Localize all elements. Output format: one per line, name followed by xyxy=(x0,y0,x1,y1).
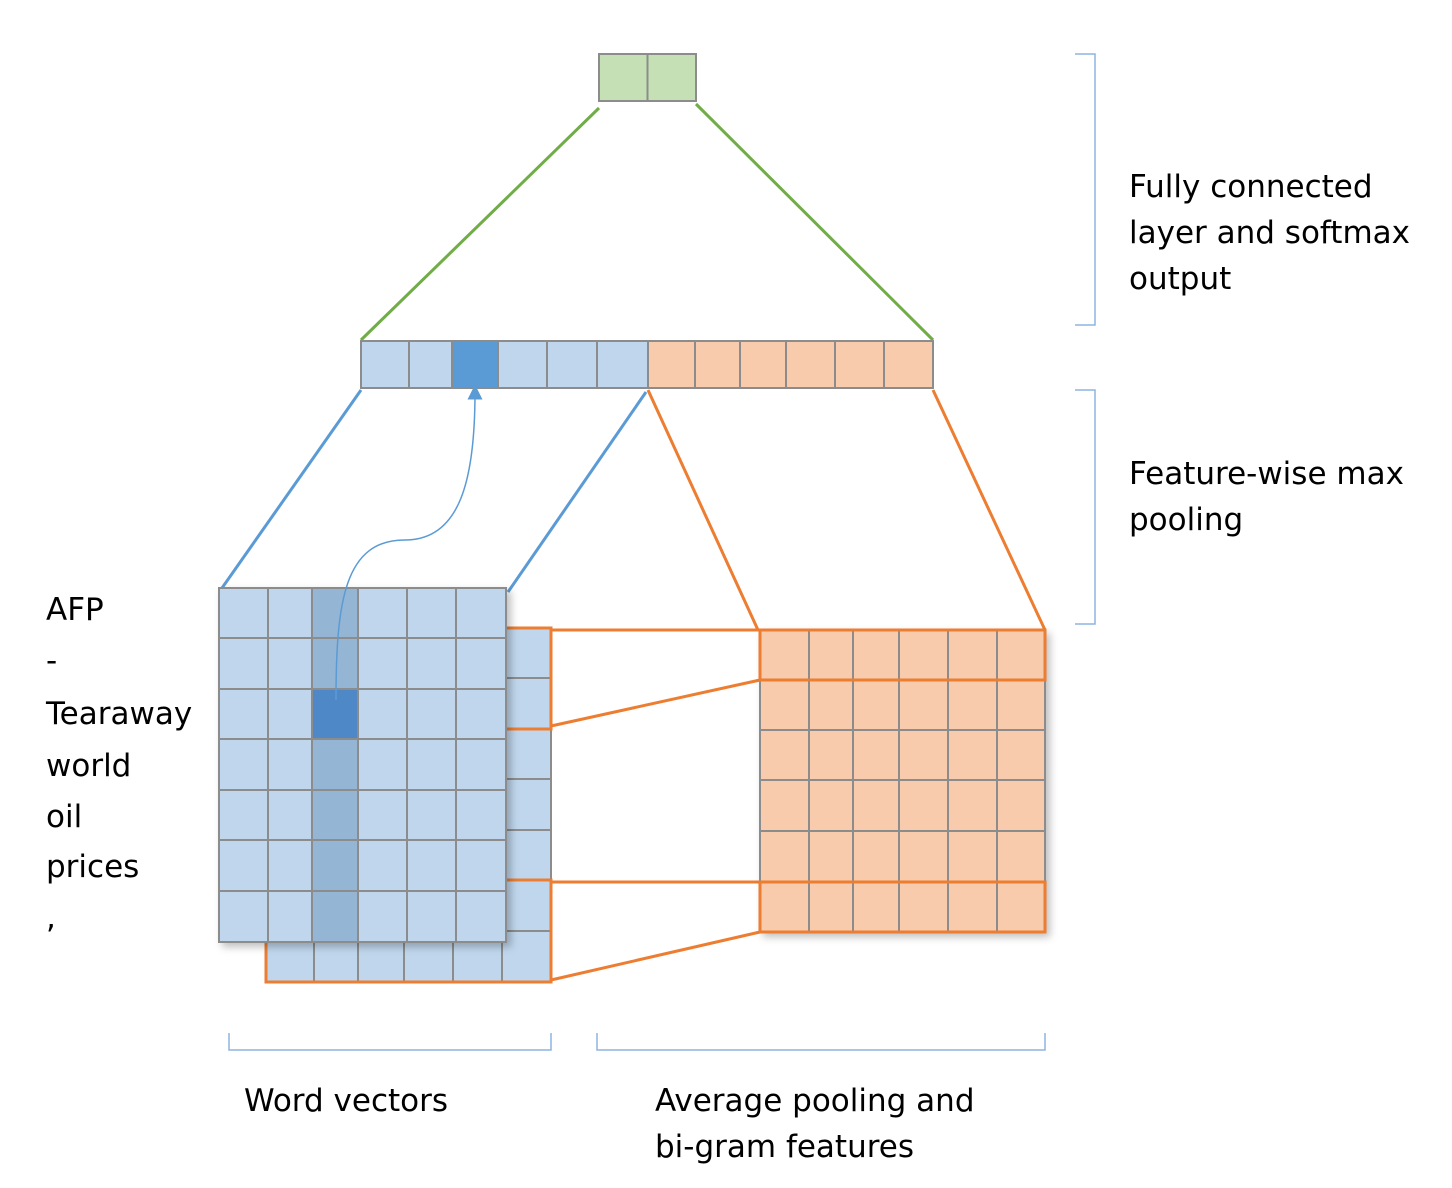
feature-column-highlight xyxy=(312,588,358,942)
bracket-fully-connected xyxy=(1075,53,1096,326)
pool-connection-orange-left xyxy=(646,389,760,631)
input-word: world xyxy=(46,748,132,784)
input-word: Tearaway xyxy=(46,696,193,732)
fc-connection-right xyxy=(694,102,935,342)
feature-cell-highlight xyxy=(312,689,358,739)
input-word: , xyxy=(46,900,56,936)
pool-connection-blue-left xyxy=(220,389,363,589)
input-word: prices xyxy=(46,849,140,885)
pool-connection-orange-right xyxy=(931,389,1047,631)
pooled-feature-vector xyxy=(360,340,934,389)
input-word: oil xyxy=(46,799,83,835)
bracket-average-pooling xyxy=(596,1033,1046,1051)
label-fully-connected: Fully connected layer and softmax output xyxy=(1129,169,1410,297)
pool-connection-blue-right xyxy=(506,391,648,593)
input-word: - xyxy=(46,643,58,679)
label-max-pooling: Feature-wise max pooling xyxy=(1129,456,1404,538)
max-pool-arrow xyxy=(335,384,483,701)
bracket-max-pooling xyxy=(1075,389,1096,625)
fc-connection-left xyxy=(359,106,601,342)
label-word-vectors: Word vectors xyxy=(244,1083,449,1119)
word-vector-matrix xyxy=(218,587,507,943)
bracket-word-vectors xyxy=(228,1033,552,1051)
label-average-pooling: Average pooling and bi-gram features xyxy=(655,1083,975,1165)
softmax-output xyxy=(598,53,697,102)
bigram-connections xyxy=(550,628,761,982)
input-word: AFP xyxy=(46,592,104,628)
max-pooled-cell xyxy=(451,340,499,389)
